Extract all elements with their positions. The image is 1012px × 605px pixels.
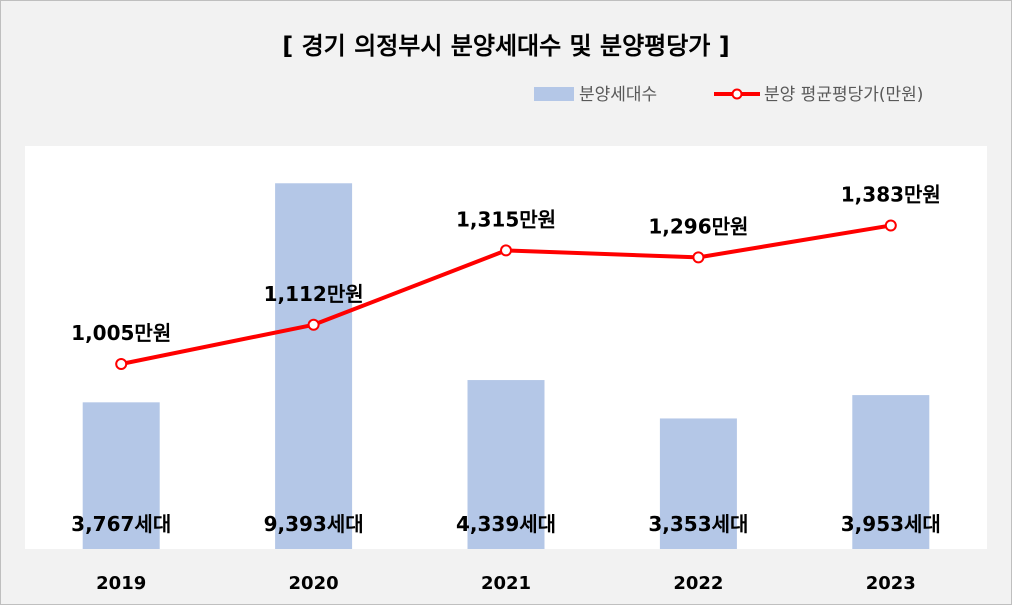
bar-2020	[275, 183, 353, 550]
chart-title: [ 경기 의정부시 분양세대수 및 분양평당가 ]	[282, 32, 729, 60]
bar-label-2022: 3,353세대	[648, 512, 748, 536]
bar-label-2019: 3,767세대	[71, 512, 171, 536]
legend: 분양세대수 분양 평균평당가(만원)	[534, 85, 923, 105]
x-tick-2019: 2019	[96, 573, 146, 594]
price-point-2023	[884, 219, 897, 232]
bar-label-2023: 3,953세대	[841, 512, 941, 536]
x-tick-2021: 2021	[481, 573, 531, 594]
price-point-2022	[692, 251, 705, 264]
price-point-2020	[307, 318, 320, 331]
bar-label-2020: 9,393세대	[264, 512, 364, 536]
price-label-2022: 1,296만원	[648, 214, 748, 238]
bar-label-2021: 4,339세대	[456, 512, 556, 536]
bar-2023	[852, 395, 930, 549]
price-point-2021	[500, 244, 512, 257]
bar-2019	[82, 402, 160, 549]
x-tick-2020: 2020	[289, 573, 339, 594]
legend-bar-label: 분양세대수	[579, 85, 657, 105]
x-tick-2023: 2023	[866, 573, 916, 594]
legend-line-marker	[731, 88, 743, 100]
legend-bar-swatch	[534, 87, 574, 101]
price-point-2019	[115, 357, 128, 370]
price-label-2023: 1,383만원	[841, 183, 941, 207]
price-label-2019: 1,005만원	[71, 321, 171, 345]
price-label-2021: 1,315만원	[456, 207, 556, 231]
price-label-2020: 1,112만원	[264, 282, 364, 306]
legend-line-label: 분양 평균평당가(만원)	[764, 85, 923, 105]
x-tick-2022: 2022	[673, 573, 723, 594]
bar-2021	[467, 380, 545, 549]
bar-2022	[659, 418, 737, 549]
